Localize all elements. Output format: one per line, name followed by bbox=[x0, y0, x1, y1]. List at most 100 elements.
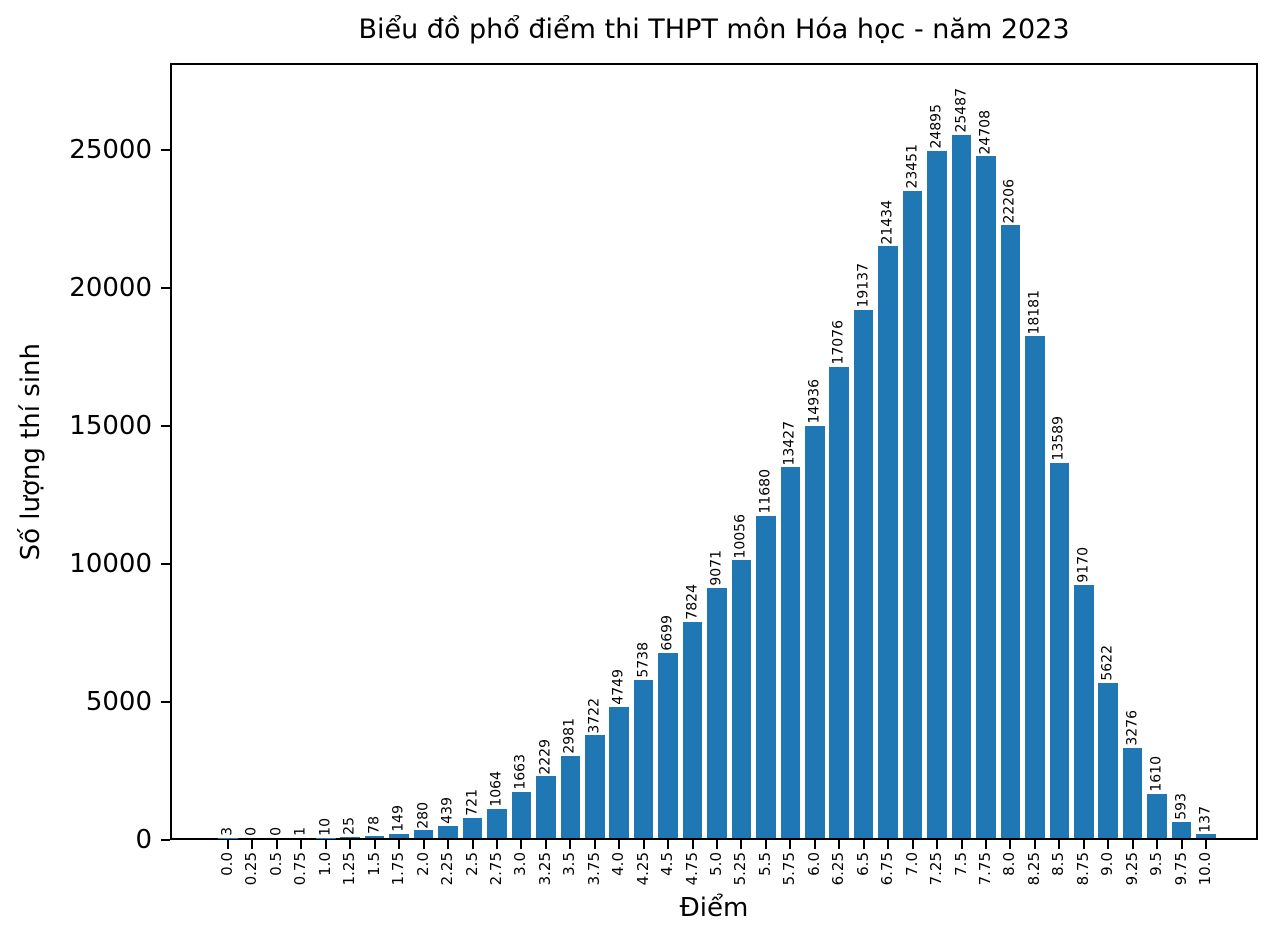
bar bbox=[633, 679, 654, 838]
x-tick-text: 3.0 bbox=[511, 852, 530, 876]
x-tick-text: 8.5 bbox=[1049, 852, 1068, 876]
x-tick-text: 2.75 bbox=[487, 852, 506, 886]
bar-value-text: 24708 bbox=[977, 109, 994, 155]
y-tick-label: 5000 bbox=[85, 687, 152, 717]
y-tick-label: 15000 bbox=[69, 411, 152, 441]
bar-value-text: 4749 bbox=[610, 669, 627, 705]
bar-value-text: 3276 bbox=[1124, 709, 1141, 746]
x-tick-mark bbox=[300, 840, 303, 849]
x-tick-text: 9.75 bbox=[1171, 852, 1190, 886]
bar bbox=[902, 190, 923, 838]
x-tick-text: 9.5 bbox=[1147, 852, 1166, 876]
bar-value-text: 13589 bbox=[1050, 416, 1067, 461]
x-tick-mark bbox=[422, 840, 425, 849]
x-tick-mark bbox=[789, 840, 792, 849]
x-tick-text: 10.0 bbox=[1196, 852, 1215, 886]
x-tick-text: 2.25 bbox=[438, 852, 457, 886]
x-tick-mark bbox=[813, 840, 816, 849]
chart-title: Biểu đồ phổ điểm thi THPT môn Hóa học - … bbox=[358, 14, 1070, 45]
x-tick-label: 1.25 bbox=[340, 852, 359, 886]
x-tick-text: 1.5 bbox=[364, 852, 383, 876]
bar bbox=[780, 467, 801, 838]
bar bbox=[951, 134, 972, 838]
x-tick-label: 1.0 bbox=[316, 852, 334, 876]
x-tick-label: 9.25 bbox=[1123, 852, 1141, 885]
y-tick-mark bbox=[161, 287, 170, 289]
bar-value-text: 2229 bbox=[537, 738, 554, 775]
bar bbox=[976, 156, 996, 838]
bar-value-label: 439 bbox=[440, 797, 456, 824]
bar bbox=[1196, 834, 1216, 838]
bar-value-text: 11680 bbox=[757, 469, 774, 514]
x-tick-text: 1.25 bbox=[340, 852, 359, 886]
bar bbox=[927, 150, 947, 838]
bar-value-label: 2229 bbox=[537, 738, 554, 775]
y-tick-label: 10000 bbox=[69, 549, 152, 579]
x-tick-text: 5.0 bbox=[707, 852, 726, 876]
x-tick-text: 7.25 bbox=[927, 852, 946, 886]
x-tick-mark bbox=[862, 840, 865, 849]
bar-value-text: 10056 bbox=[733, 513, 750, 559]
x-tick-label: 3.5 bbox=[560, 852, 578, 876]
bar-value-text: 17076 bbox=[830, 320, 847, 365]
bar-value-label: 11680 bbox=[757, 469, 774, 514]
x-tick-mark bbox=[569, 840, 572, 849]
bar-value-label: 78 bbox=[366, 816, 382, 834]
x-tick-label: 8.25 bbox=[1025, 852, 1043, 885]
bar-value-text: 3722 bbox=[586, 697, 603, 734]
x-tick-label: 9.75 bbox=[1171, 852, 1190, 886]
bar-value-label: 14936 bbox=[806, 379, 822, 424]
bar-value-text: 21434 bbox=[879, 199, 896, 245]
x-tick-mark bbox=[1107, 840, 1110, 849]
bar-value-text: 5622 bbox=[1099, 645, 1116, 681]
x-tick-label: 4.25 bbox=[634, 852, 652, 885]
bar bbox=[731, 560, 752, 838]
bar-value-label: 25 bbox=[342, 817, 358, 835]
x-tick-text: 6.25 bbox=[829, 852, 848, 886]
bar-value-text: 9170 bbox=[1075, 547, 1092, 583]
y-tick-mark bbox=[161, 563, 170, 565]
x-tick-mark bbox=[1058, 840, 1061, 849]
bar bbox=[1122, 747, 1143, 838]
bar bbox=[462, 818, 483, 838]
x-tick-mark bbox=[984, 840, 987, 849]
bar bbox=[682, 622, 703, 838]
bar-value-label: 18181 bbox=[1027, 290, 1043, 335]
x-tick-text: 6.75 bbox=[878, 852, 897, 886]
bar-value-text: 1610 bbox=[1148, 755, 1165, 792]
bar-value-label: 9071 bbox=[709, 550, 725, 586]
x-tick-text: 8.0 bbox=[1000, 852, 1019, 876]
x-tick-text: 4.0 bbox=[609, 852, 628, 876]
x-tick-label: 6.0 bbox=[805, 852, 823, 876]
bar-value-label: 10056 bbox=[733, 513, 750, 559]
x-tick-mark bbox=[471, 840, 474, 849]
x-tick-text: 0.0 bbox=[218, 852, 237, 876]
bar-value-label: 5738 bbox=[635, 642, 651, 678]
x-tick-text: 0.75 bbox=[291, 852, 310, 886]
bar bbox=[1000, 225, 1021, 838]
x-tick-mark bbox=[1009, 840, 1012, 849]
x-tick-label: 3.75 bbox=[585, 852, 603, 885]
x-tick-label: 9.0 bbox=[1098, 852, 1116, 876]
x-tick-label: 0.5 bbox=[267, 852, 285, 876]
x-tick-mark bbox=[520, 840, 523, 849]
x-tick-mark bbox=[740, 840, 743, 849]
x-tick-label: 7.5 bbox=[952, 852, 970, 876]
y-axis-label: Số lượng thí sinh bbox=[16, 63, 46, 840]
x-tick-label: 1.5 bbox=[364, 852, 383, 876]
bar bbox=[560, 755, 581, 838]
x-tick-mark bbox=[275, 840, 278, 849]
x-tick-text: 7.75 bbox=[976, 852, 995, 886]
bar-value-label: 1610 bbox=[1148, 755, 1165, 792]
bar-value-label: 17076 bbox=[830, 320, 847, 365]
bar-value-text: 0 bbox=[268, 827, 285, 836]
x-tick-label: 5.25 bbox=[732, 852, 750, 885]
y-tick-label: 25000 bbox=[69, 135, 152, 165]
x-tick-mark bbox=[227, 840, 229, 849]
x-tick-text: 5.75 bbox=[780, 852, 799, 886]
bar-value-text: 280 bbox=[415, 801, 432, 829]
x-tick-label: 0.0 bbox=[218, 852, 237, 876]
bar-value-text: 7824 bbox=[684, 584, 701, 621]
bar-value-text: 24895 bbox=[928, 104, 945, 149]
